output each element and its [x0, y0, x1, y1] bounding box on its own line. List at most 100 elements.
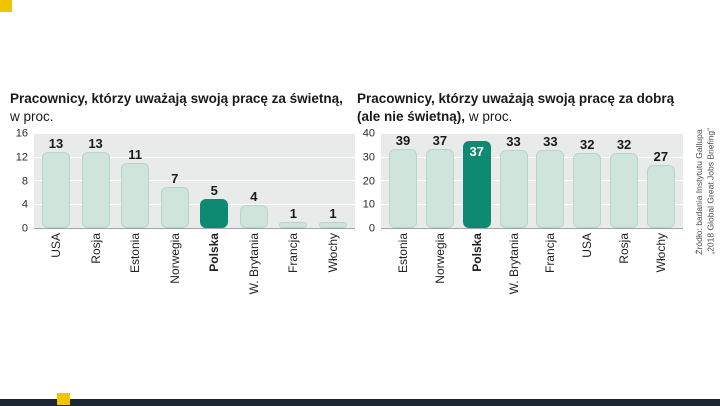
category-slot: USA — [42, 233, 70, 325]
y-tick-label: 20 — [362, 175, 375, 187]
category-slot: Polska — [200, 233, 228, 325]
category-label: Estonia — [128, 233, 143, 274]
bar — [318, 222, 347, 228]
category-slot: Polska — [463, 233, 491, 325]
bar-value-label: 32 — [579, 136, 595, 152]
category-label: Polska — [207, 233, 222, 272]
gridline — [34, 133, 355, 134]
chart-body: 0 4 8 12 16 13 13 11 7 5 4 1 1 USA Rosja Estonia Norwe… — [10, 128, 355, 325]
bar — [160, 186, 189, 228]
bar — [239, 204, 268, 228]
y-tick-label: 16 — [15, 127, 28, 140]
category-label: Francja — [286, 233, 301, 274]
y-axis: 0 10 20 30 40 — [357, 128, 381, 234]
category-slot: Francja — [279, 233, 307, 325]
bar-slot-Norwegia: 37 — [425, 133, 454, 228]
category-label: Norwegia — [167, 233, 182, 284]
bar-value-label: 33 — [506, 134, 521, 150]
category-label: Polska — [469, 233, 484, 272]
bar-value-label: 39 — [395, 133, 411, 148]
bar-slot-Francja: 1 — [279, 134, 308, 228]
category-slot: Włochy — [647, 233, 675, 325]
bar — [499, 150, 528, 228]
gridline — [34, 203, 355, 205]
gridline — [381, 133, 683, 134]
chart-body: 0 10 20 30 40 39 37 37 33 33 32 32 27 Estonia Norweg… — [357, 128, 683, 325]
bar-slot-Norwegia: 7 — [160, 134, 189, 228]
category-label: W. Brytania — [506, 233, 521, 295]
chart-great-jobs: Pracownicy, którzy uważają swoją pracę z… — [10, 90, 355, 325]
bar-value-label: 37 — [469, 144, 484, 160]
category-slot: Włochy — [319, 233, 347, 325]
gridline — [34, 156, 355, 158]
category-slot: Norwegia — [161, 233, 189, 325]
footer-bar — [0, 399, 720, 406]
bar-value-label: 13 — [48, 135, 64, 151]
chart-title-unit: w proc. — [10, 108, 54, 124]
bar — [279, 222, 308, 228]
category-label: Francja — [543, 233, 558, 274]
bar-highlighted: 37 — [462, 141, 491, 228]
category-label: W. Brytania — [246, 233, 261, 295]
plot-wrap: 13 13 11 7 5 4 1 1 USA Rosja Estonia Norwegia Polsk… — [34, 133, 355, 325]
category-slot: W. Brytania — [500, 233, 528, 325]
bar — [121, 163, 150, 228]
y-tick-label: 12 — [15, 151, 28, 164]
bar-value-label: 27 — [653, 148, 669, 164]
bar-slot-USA: 13 — [42, 134, 70, 228]
chart-title-text: Pracownicy, którzy uważają swoją pracę z… — [357, 91, 675, 124]
category-label: USA — [580, 233, 595, 258]
category-slot: Estonia — [389, 233, 417, 325]
chart-good-jobs: Pracownicy, którzy uważają swoją pracę z… — [357, 90, 683, 325]
bar — [536, 150, 565, 228]
bar-value-label: 37 — [432, 133, 448, 148]
category-slot: W. Brytania — [240, 233, 268, 325]
bar-value-label: 1 — [289, 206, 297, 222]
gridline — [381, 180, 683, 181]
category-label: Norwegia — [432, 233, 447, 284]
bar — [81, 151, 110, 228]
category-slot: Rosja — [82, 233, 110, 325]
bar-slot-Rosja: 32 — [610, 134, 639, 228]
bar — [646, 164, 675, 228]
y-tick-label: 10 — [362, 198, 375, 211]
source-note: Źródło: badania Instytutu Gallupa „2018 … — [694, 128, 716, 255]
category-label: Rosja — [617, 233, 632, 264]
plot-wrap: 39 37 37 33 33 32 32 27 Estonia Norwegia Polska W.… — [381, 133, 683, 325]
chart-title: Pracownicy, którzy uważają swoją pracę z… — [357, 90, 683, 128]
gridline — [381, 156, 683, 158]
bars: 39 37 37 33 33 32 32 27 — [381, 134, 683, 228]
bar-slot-W. Brytania: 33 — [499, 134, 528, 228]
bar-value-label: 5 — [210, 182, 218, 198]
y-tick-label: 4 — [21, 198, 28, 211]
category-label: USA — [49, 233, 63, 258]
category-label: Rosja — [88, 233, 103, 264]
bar-slot-Włochy: 27 — [646, 134, 675, 228]
y-tick-label: 40 — [362, 127, 375, 140]
y-tick-label: 30 — [362, 151, 375, 164]
category-slot: Norwegia — [426, 233, 454, 325]
gridline — [34, 180, 355, 181]
bar-highlighted — [200, 198, 229, 228]
bar-value-label: 7 — [171, 170, 179, 186]
bar-slot-Estonia: 11 — [121, 134, 150, 228]
bar-slot-W. Brytania: 4 — [239, 134, 268, 228]
bar-slot-Francja: 33 — [536, 134, 565, 228]
bar-value-label: 33 — [543, 134, 558, 150]
y-tick-label: 0 — [21, 222, 28, 235]
bar — [42, 151, 70, 228]
bar-value-label: 1 — [329, 206, 337, 222]
category-slot: Rosja — [610, 233, 638, 325]
category-label: Estonia — [396, 233, 410, 274]
category-slot: USA — [573, 233, 601, 325]
bar — [389, 149, 417, 228]
bar-value-label: 13 — [88, 135, 103, 151]
bar-slot-Polska: 37 — [462, 134, 491, 228]
gridline — [381, 203, 683, 205]
bar-slot-USA: 32 — [573, 134, 602, 228]
category-label: Włochy — [325, 233, 340, 273]
category-slot: Francja — [536, 233, 564, 325]
brand-square-bottom — [57, 393, 70, 405]
bar — [610, 152, 639, 228]
